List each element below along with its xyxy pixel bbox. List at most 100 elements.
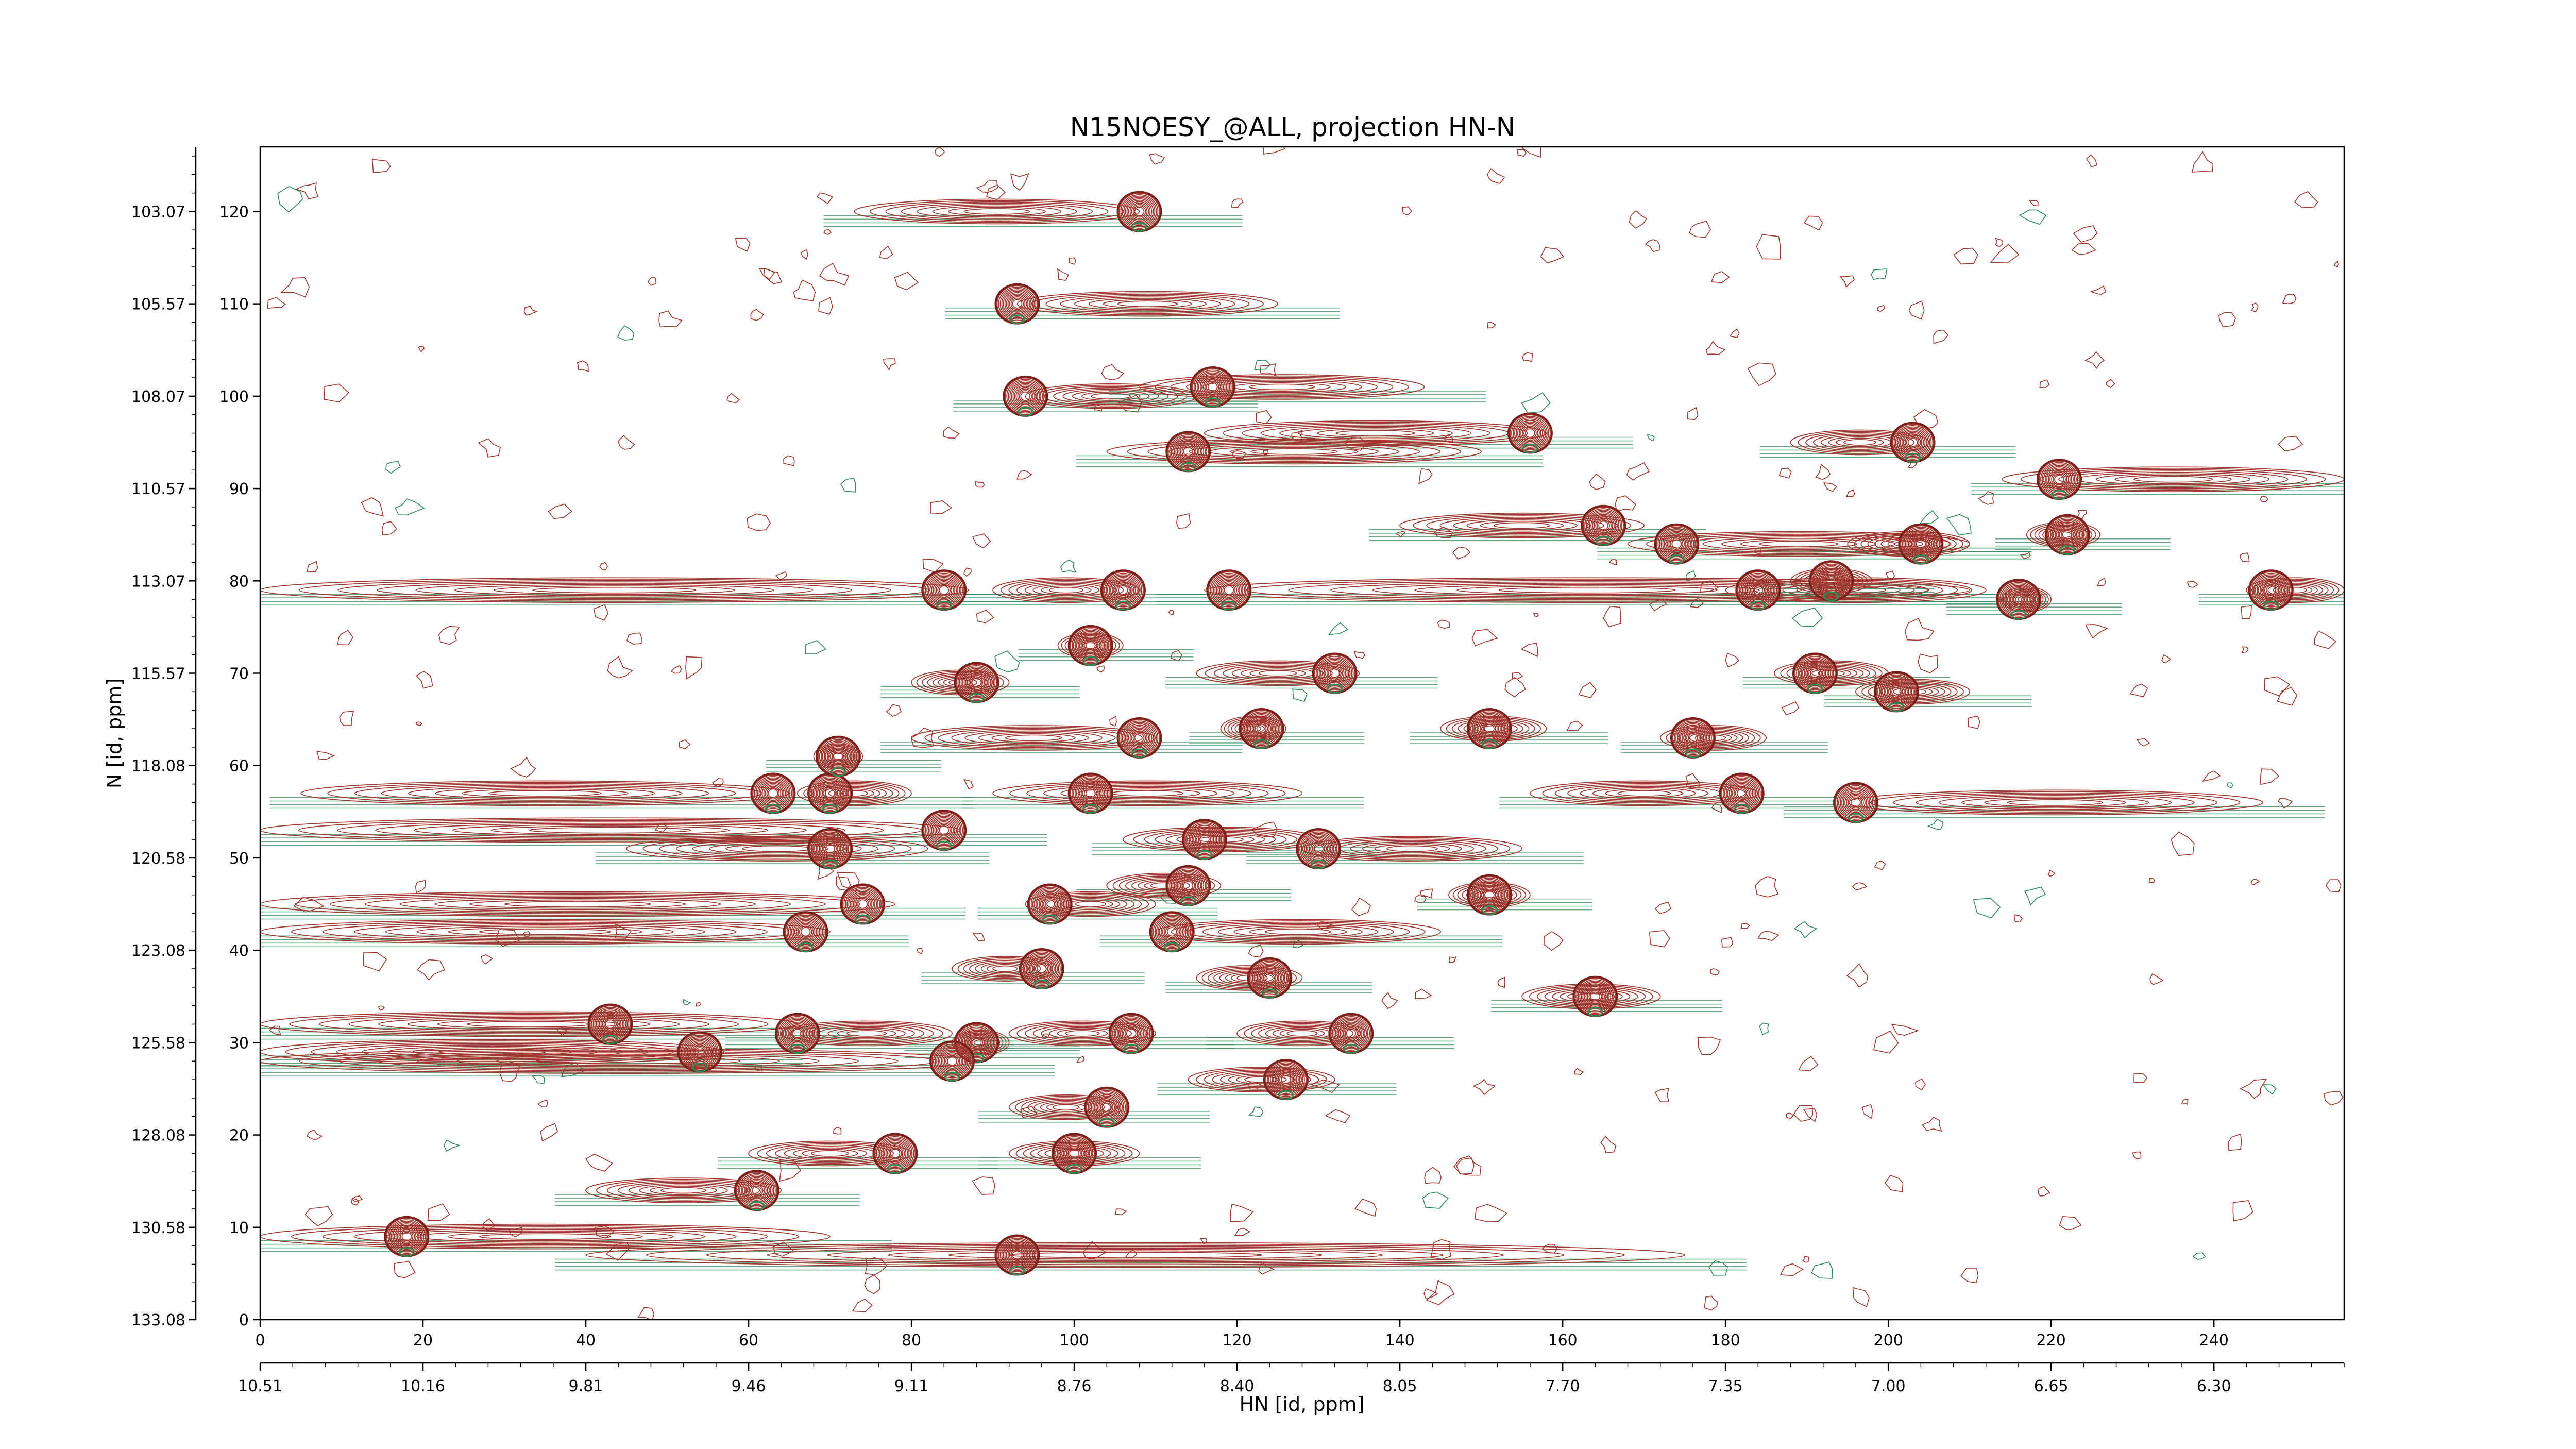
noise-contour (577, 360, 589, 372)
positive-streak (260, 817, 961, 844)
positive-streak (1045, 294, 1250, 314)
peak-contour (1587, 989, 1604, 1004)
peak-contour (1902, 527, 1940, 562)
peak-contour (933, 1043, 971, 1079)
peak-contour (999, 1239, 1035, 1271)
noise-contour (1487, 321, 1497, 329)
y-ppm-tick-label: 125.58 (131, 1034, 185, 1052)
positive-streak (1350, 841, 1475, 856)
peak-contour (1073, 629, 1108, 662)
noise-contour (337, 630, 353, 646)
peak-contour (1253, 721, 1270, 736)
peak-contour (2256, 577, 2285, 603)
peak-contour (1909, 533, 1933, 554)
peak-contour (1014, 385, 1037, 407)
positive-streak (1892, 792, 2218, 813)
peak-contour (752, 774, 794, 812)
peak-contour (1224, 585, 1234, 595)
positive-streak (2002, 466, 2344, 493)
y-ppm-tick-label: 118.08 (131, 757, 185, 776)
peak-contour (998, 287, 1037, 322)
noise-contour (1199, 1238, 1208, 1244)
positive-streak (338, 1051, 899, 1071)
peak-contour (1478, 718, 1501, 739)
peak-contour (2053, 521, 2082, 548)
peak-contour (1022, 951, 1061, 986)
x-ppm-tick-label: 6.30 (2197, 1377, 2231, 1395)
peak-contour (1794, 654, 1836, 692)
y-axis-ppm: 133.08 130.58 128.08 125.58 123.08 120.58 118.… (131, 156, 196, 1329)
peak-contour (923, 571, 965, 609)
positive-streak (969, 960, 1041, 978)
peak-contour (398, 1229, 415, 1244)
peak-contour (1481, 721, 1498, 736)
x-ppm-tick-label: 6.65 (2034, 1377, 2069, 1395)
plot-frame (259, 146, 2345, 1321)
noise-contour (607, 656, 633, 679)
peak-contour (1277, 1072, 1294, 1087)
noise-contour (1891, 1023, 1919, 1036)
noise-contour (975, 480, 985, 488)
positive-streak (2007, 799, 2104, 806)
peak-contour (387, 1219, 426, 1254)
noise-contour (1654, 1088, 1670, 1103)
peak-contour (823, 843, 837, 855)
peak-contour (996, 285, 1038, 323)
peak-contour (816, 835, 844, 862)
noise-contour (324, 383, 349, 402)
positive-streak (299, 1049, 938, 1073)
noise-contour (1870, 268, 1888, 280)
peak-contour (1123, 723, 1156, 753)
peak-contour (1210, 572, 1248, 608)
noise-contour (894, 272, 919, 291)
peak-contour (2048, 469, 2071, 490)
noise-contour (1533, 612, 1539, 617)
peak-contour (1073, 777, 1108, 810)
noise-contour (416, 671, 433, 689)
peak-negative-lobe (1082, 656, 1099, 666)
positive-streak (948, 207, 1046, 216)
peak-contour (874, 1135, 916, 1172)
peak-contour (887, 1145, 904, 1161)
peak-negative-lobe (1912, 554, 1929, 565)
noise-contour (1922, 1117, 1943, 1132)
positive-streak (1236, 1075, 1287, 1085)
peak-contour (389, 1220, 425, 1253)
positive-streak (1008, 1252, 1262, 1258)
peak-contour (1123, 1025, 1140, 1041)
peak-contour (1753, 585, 1764, 595)
peak-negative-lobe (822, 803, 838, 814)
noise-contour (1645, 239, 1661, 252)
peak-contour (1083, 639, 1097, 652)
peak-contour (1592, 515, 1615, 536)
peak-contour (1125, 198, 1154, 225)
peak-contour (970, 1036, 984, 1049)
noise-contour (2149, 973, 2164, 985)
noise-contour (267, 297, 286, 309)
positive-streak (1041, 585, 1092, 595)
peak-contour (1171, 869, 1206, 902)
positive-streak (964, 730, 1103, 746)
noise-contour (1603, 605, 1621, 628)
peak-contour (1590, 991, 1601, 1001)
positive-streak (932, 205, 1062, 218)
peak-contour (391, 1222, 423, 1251)
peak-contour (1739, 572, 1777, 608)
positive-streak (1439, 516, 1604, 534)
peak-contour (1183, 447, 1194, 457)
peak-contour (1069, 1149, 1079, 1158)
peak-contour (1111, 580, 1134, 601)
noise-contour (1231, 198, 1244, 208)
positive-streak (1233, 925, 1363, 938)
peak-contour (1276, 1070, 1296, 1089)
peak-negative-lobe (1123, 1043, 1140, 1054)
noise-contour (2282, 294, 2297, 305)
noise-contour (1721, 937, 1734, 948)
peak-negative-lobe (2263, 600, 2279, 611)
peak-contour (1740, 574, 1776, 606)
positive-streak (1798, 431, 1922, 454)
noise-contour (1109, 715, 1117, 727)
noise-contour (1504, 677, 1527, 698)
positive-streak (529, 827, 691, 834)
peak-contour (1017, 389, 1034, 404)
